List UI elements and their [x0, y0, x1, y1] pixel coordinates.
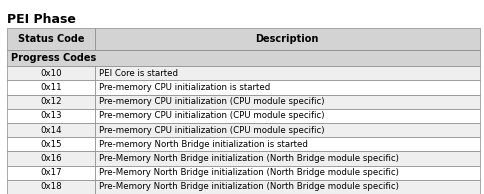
Text: Pre-memory North Bridge initialization is started: Pre-memory North Bridge initialization i… [98, 140, 307, 149]
Bar [94, 123, 479, 137]
Text: Description: Description [255, 34, 318, 44]
Bar [7, 166, 94, 180]
Bar [7, 80, 94, 95]
Bar [94, 166, 479, 180]
Text: 0x10: 0x10 [40, 69, 61, 78]
Text: 0x15: 0x15 [40, 140, 61, 149]
Bar [94, 137, 479, 151]
Text: PEI Core is started: PEI Core is started [98, 69, 177, 78]
Text: Pre-memory CPU initialization (CPU module specific): Pre-memory CPU initialization (CPU modul… [98, 111, 323, 120]
Bar [94, 180, 479, 194]
Text: Pre-memory CPU initialization (CPU module specific): Pre-memory CPU initialization (CPU modul… [98, 97, 323, 106]
Bar [7, 137, 94, 151]
Text: 0x16: 0x16 [40, 154, 61, 163]
Bar [7, 95, 94, 109]
Bar [7, 109, 94, 123]
Text: Pre-memory CPU initialization (CPU module specific): Pre-memory CPU initialization (CPU modul… [98, 126, 323, 135]
Text: Status Code: Status Code [17, 34, 84, 44]
Bar [7, 50, 479, 66]
Text: 0x13: 0x13 [40, 111, 61, 120]
Text: 0x12: 0x12 [40, 97, 61, 106]
Text: 0x18: 0x18 [40, 182, 61, 191]
Bar [7, 28, 94, 50]
Bar [7, 123, 94, 137]
Text: Pre-memory CPU initialization is started: Pre-memory CPU initialization is started [98, 83, 269, 92]
Text: 0x11: 0x11 [40, 83, 61, 92]
Text: 0x14: 0x14 [40, 126, 61, 135]
Text: Pre-Memory North Bridge initialization (North Bridge module specific): Pre-Memory North Bridge initialization (… [98, 168, 397, 177]
Text: PEI Phase: PEI Phase [7, 13, 76, 26]
Bar [94, 66, 479, 80]
Bar [7, 151, 94, 166]
Text: Progress Codes: Progress Codes [11, 53, 96, 63]
Text: Pre-Memory North Bridge initialization (North Bridge module specific): Pre-Memory North Bridge initialization (… [98, 182, 397, 191]
Text: Pre-Memory North Bridge initialization (North Bridge module specific): Pre-Memory North Bridge initialization (… [98, 154, 397, 163]
Bar [94, 109, 479, 123]
Bar [94, 151, 479, 166]
Bar [94, 28, 479, 50]
Bar [7, 66, 94, 80]
Bar [7, 180, 94, 194]
Text: 0x17: 0x17 [40, 168, 61, 177]
Bar [94, 80, 479, 95]
Bar [94, 95, 479, 109]
